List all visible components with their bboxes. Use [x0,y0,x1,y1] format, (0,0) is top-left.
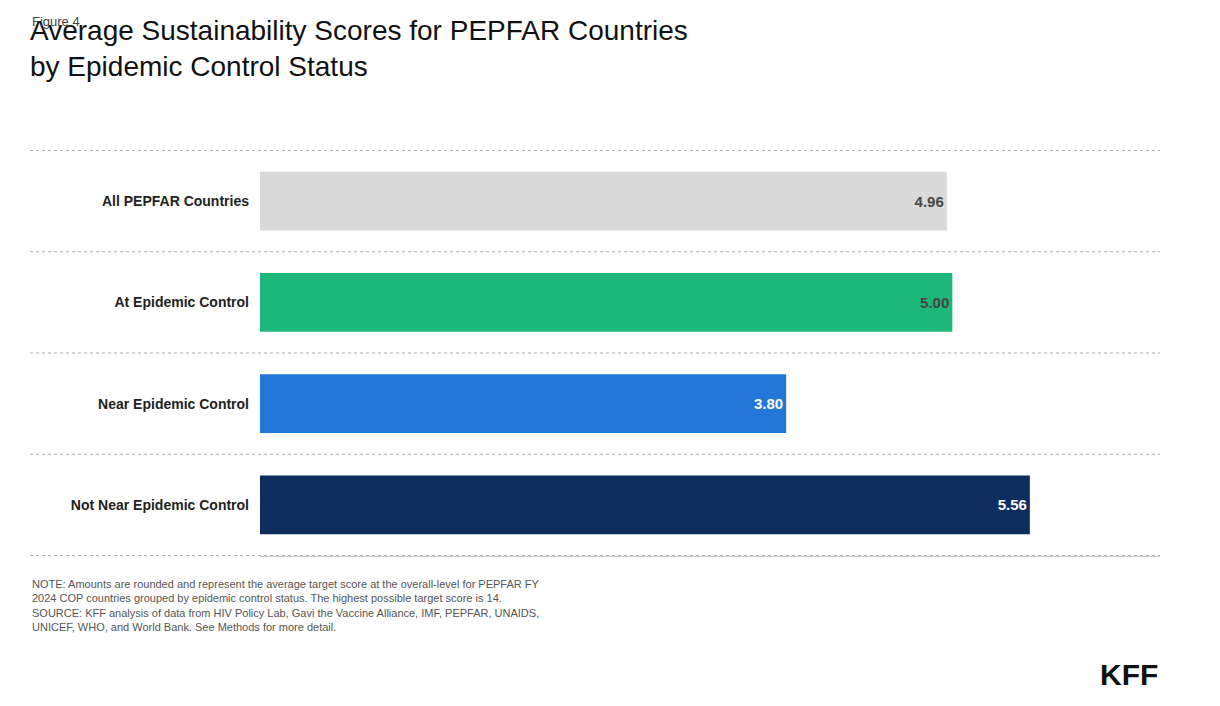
svg-text:NOTE: Amounts are rounded and: NOTE: Amounts are rounded and represent … [32,578,540,633]
svg-text:KFF: KFF [1100,658,1158,691]
svg-text:Average Sustainability Scores: Average Sustainability Scores for PEPFAR… [30,15,688,82]
svg-text:All PEPFAR Countries: All PEPFAR Countries [102,193,249,209]
svg-text:Near Epidemic Control: Near Epidemic Control [98,396,249,412]
svg-text:Figure 4: Figure 4 [32,14,80,29]
svg-text:4.96: 4.96 [915,193,944,210]
svg-text:5.56: 5.56 [998,496,1027,513]
svg-text:At Epidemic Control: At Epidemic Control [114,294,249,310]
svg-text:Not Near Epidemic Control: Not Near Epidemic Control [71,497,249,513]
svg-text:3.80: 3.80 [754,395,783,412]
svg-text:5.00: 5.00 [920,294,949,311]
